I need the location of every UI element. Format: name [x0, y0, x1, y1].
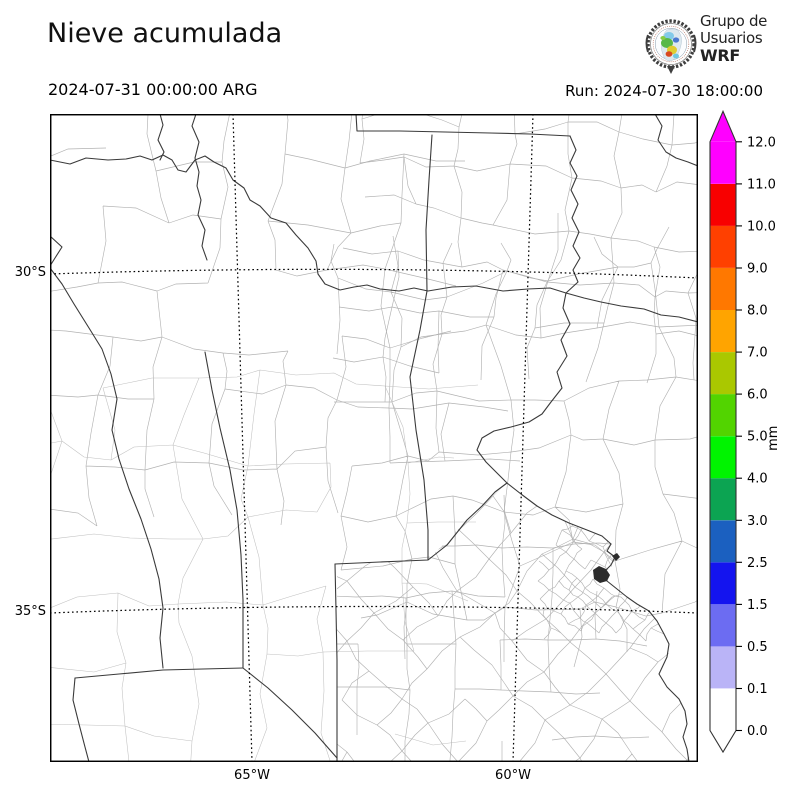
colorbar-segment [710, 183, 736, 226]
colorbar-tick-label: 11.0 [747, 177, 776, 192]
colorbar-tick-label: 4.0 [747, 472, 768, 487]
gridline-30s [50, 268, 698, 279]
colorbar-segment [710, 352, 736, 395]
lon-label-60w: 60°W [495, 768, 531, 783]
map-frame [50, 114, 698, 762]
colorbar-tick-label: 9.0 [747, 262, 768, 277]
logo-text: Grupo de Usuarios WRF [700, 12, 768, 65]
lon-label-65w: 65°W [234, 768, 270, 783]
colorbar-segment [710, 520, 736, 563]
colorbar-unit-label: mm [766, 426, 781, 451]
colorbar-segment [710, 478, 736, 521]
colorbar-segment [710, 394, 736, 437]
metro-area [593, 566, 610, 583]
parana-river-border [476, 135, 616, 582]
wrf-users-group-logo-icon [645, 19, 697, 74]
logo-org-line3: WRF [700, 46, 740, 65]
run-time-label: Run: 2024-07-30 18:00:00 [565, 82, 763, 100]
colorbar-tick-label: 12.0 [747, 135, 776, 150]
colorbar-tick-label: 7.0 [747, 346, 768, 361]
colorbar-tick-label: 10.0 [747, 219, 776, 234]
colorbar-segment [710, 562, 736, 605]
colorbar-tick-label: 2.5 [747, 556, 768, 571]
colorbar-tick-label: 0.5 [747, 640, 768, 655]
colorbar-tick-label: 1.5 [747, 598, 768, 613]
colorbar-segment [710, 604, 736, 647]
coastline [606, 580, 690, 762]
colorbar-segment [710, 141, 736, 184]
colorbar-segment [710, 268, 736, 310]
logo-org-line2: Usuarios [700, 29, 763, 47]
colorbar-under-arrow [710, 730, 736, 752]
colorbar-segment [710, 310, 736, 352]
department-borders-buenos-aires [337, 483, 690, 762]
gridline-60w [512, 114, 534, 762]
colorbar-tick-label: 8.0 [747, 304, 768, 319]
department-borders [50, 114, 698, 762]
gridlines [50, 114, 698, 762]
colorbar-segment [710, 225, 736, 268]
colorbar-tick-label: 5.0 [747, 430, 768, 445]
province-borders [50, 114, 698, 762]
logo-org-line1: Grupo de [700, 12, 768, 30]
colorbar-segment [710, 646, 736, 689]
page-title: Nieve acumulada [47, 18, 283, 49]
lat-label-30s: 30°S [14, 265, 46, 280]
lat-label-35s: 35°S [14, 604, 46, 619]
colorbar-tick-label: 0.1 [747, 682, 768, 697]
colorbar-segment [710, 688, 736, 731]
colorbar-tick-label: 3.0 [747, 514, 768, 529]
map-canvas [50, 114, 698, 762]
colorbar-tick-label: 6.0 [747, 388, 768, 403]
colorbar: 0.0 0.1 0.5 1.5 2.5 3.0 4.0 5.0 6.0 7.0 8.0 9.0 10.0… [700, 100, 800, 780]
colorbar-over-arrow [710, 111, 736, 142]
colorbar-tick-label: 0.0 [747, 724, 768, 739]
valid-time-label: 2024-07-31 00:00:00 ARG [48, 80, 258, 99]
colorbar-segment [710, 436, 736, 479]
delta-area [612, 553, 620, 561]
